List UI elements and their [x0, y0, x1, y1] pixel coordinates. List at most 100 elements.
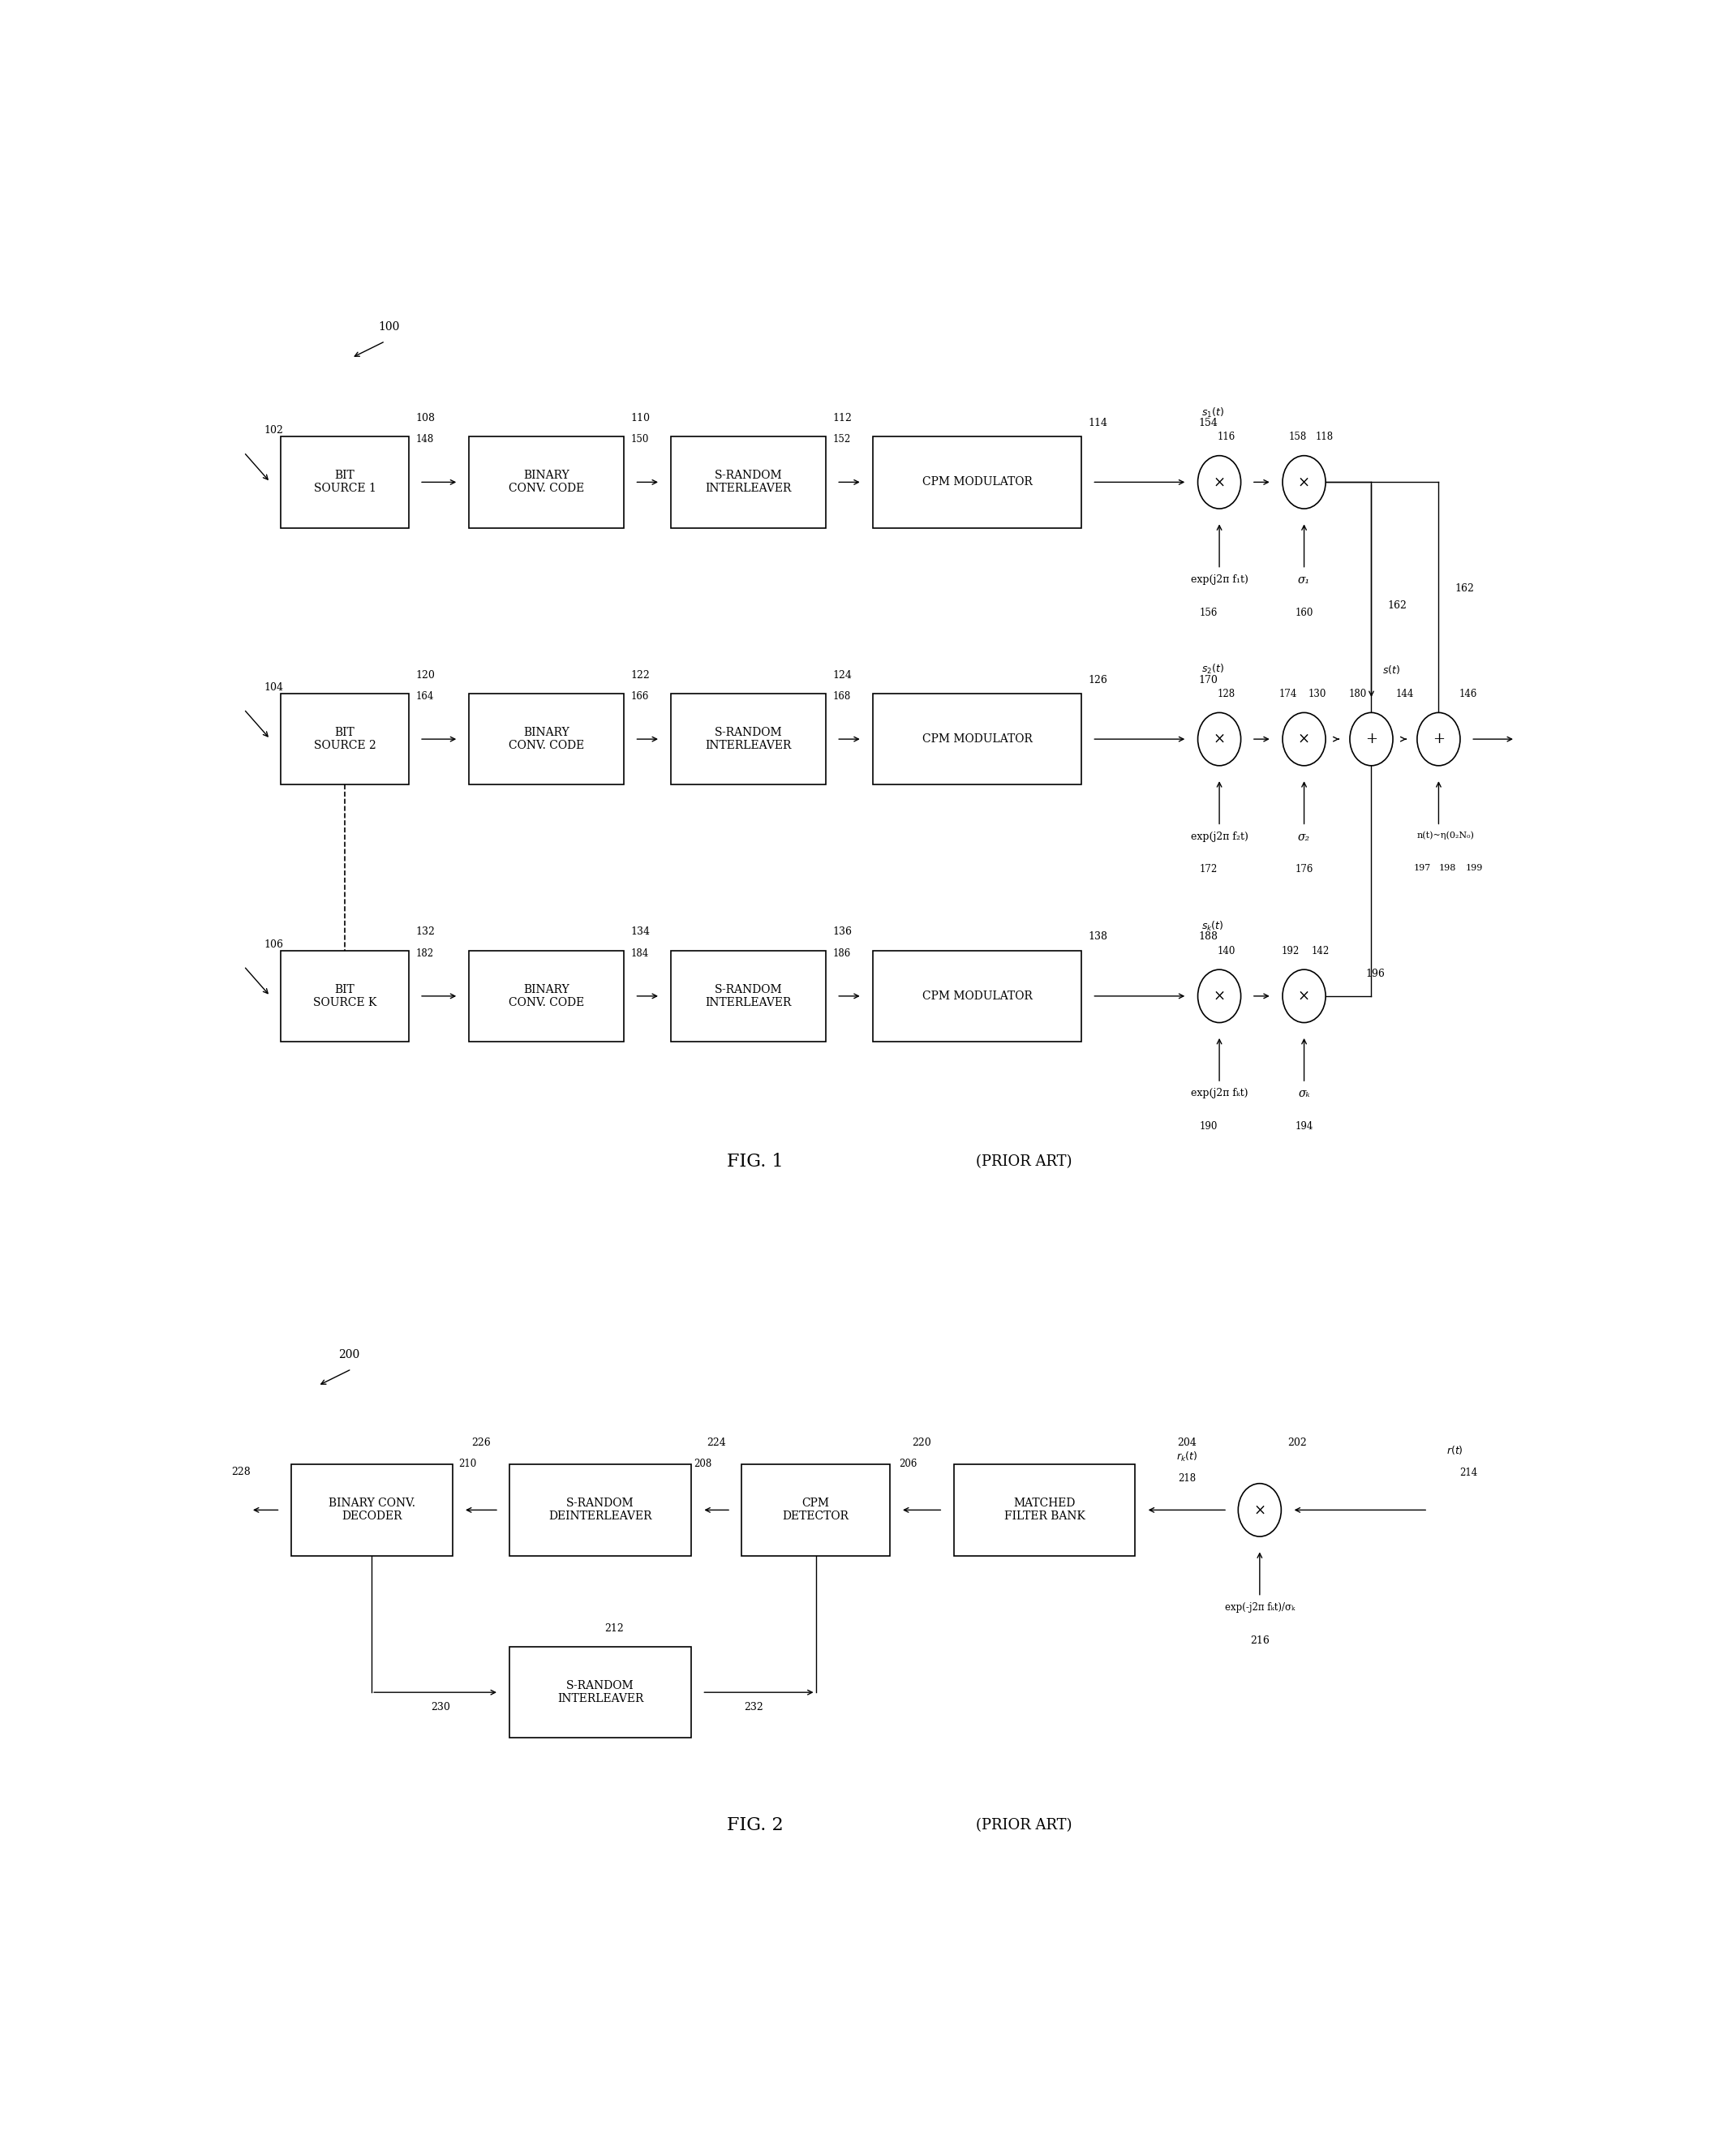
Text: $s_k(t)$: $s_k(t)$ [1201, 919, 1224, 932]
Text: 112: 112 [833, 413, 852, 424]
Text: FIG. 2: FIG. 2 [727, 1817, 783, 1834]
FancyBboxPatch shape [672, 437, 826, 527]
Text: $s_1(t)$: $s_1(t)$ [1201, 407, 1224, 420]
Text: σ₂: σ₂ [1299, 831, 1311, 842]
Text: BINARY CONV.
DECODER: BINARY CONV. DECODER [328, 1498, 415, 1522]
Circle shape [1283, 969, 1326, 1023]
Text: 106: 106 [264, 939, 283, 949]
Text: 102: 102 [264, 424, 283, 435]
Text: 118: 118 [1316, 433, 1333, 441]
Text: +: + [1364, 732, 1377, 747]
Text: 168: 168 [833, 691, 851, 702]
Text: BIT
SOURCE 2: BIT SOURCE 2 [314, 728, 377, 751]
Text: 108: 108 [415, 413, 436, 424]
Text: CPM MODULATOR: CPM MODULATOR [922, 476, 1033, 489]
Text: (PRIOR ART): (PRIOR ART) [976, 1817, 1073, 1832]
FancyBboxPatch shape [953, 1464, 1135, 1557]
FancyBboxPatch shape [281, 693, 408, 784]
FancyBboxPatch shape [281, 949, 408, 1042]
Text: S-RANDOM
DEINTERLEAVER: S-RANDOM DEINTERLEAVER [549, 1498, 653, 1522]
Text: 192: 192 [1281, 945, 1300, 956]
Text: 110: 110 [630, 413, 651, 424]
Text: 188: 188 [1200, 932, 1219, 943]
Text: 130: 130 [1309, 689, 1326, 700]
Text: BINARY
CONV. CODE: BINARY CONV. CODE [509, 469, 585, 495]
FancyBboxPatch shape [469, 693, 623, 784]
Text: CPM MODULATOR: CPM MODULATOR [922, 734, 1033, 745]
FancyBboxPatch shape [510, 1647, 691, 1737]
Text: 140: 140 [1217, 945, 1234, 956]
Text: 142: 142 [1311, 945, 1330, 956]
Text: 100: 100 [378, 321, 399, 334]
Text: $r(t)$: $r(t)$ [1446, 1445, 1463, 1455]
Text: 216: 216 [1250, 1634, 1269, 1645]
Text: σₖ: σₖ [1299, 1087, 1311, 1100]
Text: 204: 204 [1177, 1438, 1196, 1447]
Text: 172: 172 [1200, 863, 1217, 874]
Text: S-RANDOM
INTERLEAVER: S-RANDOM INTERLEAVER [557, 1679, 644, 1705]
Circle shape [1351, 713, 1392, 766]
FancyBboxPatch shape [469, 949, 623, 1042]
Text: 116: 116 [1217, 433, 1234, 441]
Text: 226: 226 [472, 1438, 491, 1447]
Circle shape [1417, 713, 1460, 766]
Circle shape [1238, 1483, 1281, 1537]
Text: (PRIOR ART): (PRIOR ART) [976, 1154, 1073, 1169]
Text: 170: 170 [1200, 674, 1219, 685]
FancyBboxPatch shape [672, 949, 826, 1042]
Text: exp(j2π f₁t): exp(j2π f₁t) [1191, 575, 1248, 586]
Text: 206: 206 [899, 1460, 917, 1468]
Text: 144: 144 [1396, 689, 1415, 700]
Text: σ₁: σ₁ [1299, 575, 1311, 586]
Text: ×: × [1299, 476, 1311, 489]
Circle shape [1198, 969, 1241, 1023]
Text: BIT
SOURCE K: BIT SOURCE K [312, 984, 377, 1008]
Text: 158: 158 [1288, 433, 1307, 441]
Text: exp(j2π fₖt): exp(j2π fₖt) [1191, 1087, 1248, 1098]
Text: CPM MODULATOR: CPM MODULATOR [922, 990, 1033, 1001]
Text: ×: × [1253, 1503, 1266, 1518]
Text: 199: 199 [1465, 863, 1483, 872]
Text: 197: 197 [1413, 863, 1430, 872]
Text: ×: × [1213, 732, 1226, 747]
Text: FIG. 1: FIG. 1 [727, 1154, 783, 1171]
Circle shape [1283, 456, 1326, 508]
Text: 210: 210 [458, 1460, 477, 1468]
Text: exp(-j2π fₖt)/σₖ: exp(-j2π fₖt)/σₖ [1224, 1602, 1295, 1613]
FancyBboxPatch shape [292, 1464, 453, 1557]
Text: 218: 218 [1177, 1473, 1196, 1483]
FancyBboxPatch shape [873, 437, 1082, 527]
Circle shape [1198, 456, 1241, 508]
Text: 138: 138 [1088, 932, 1108, 943]
Text: exp(j2π f₂t): exp(j2π f₂t) [1191, 831, 1248, 842]
Text: 182: 182 [415, 947, 434, 958]
FancyBboxPatch shape [672, 693, 826, 784]
Text: ×: × [1299, 732, 1311, 747]
Text: 146: 146 [1460, 689, 1477, 700]
Text: S-RANDOM
INTERLEAVER: S-RANDOM INTERLEAVER [705, 469, 792, 495]
Text: 114: 114 [1088, 418, 1108, 428]
Text: 224: 224 [707, 1438, 726, 1447]
Text: 104: 104 [264, 683, 283, 693]
Text: 208: 208 [694, 1460, 712, 1468]
Text: 132: 132 [415, 926, 434, 937]
Text: BINARY
CONV. CODE: BINARY CONV. CODE [509, 984, 585, 1008]
Text: CPM
DETECTOR: CPM DETECTOR [783, 1498, 849, 1522]
Text: 214: 214 [1460, 1466, 1477, 1477]
Text: 194: 194 [1295, 1122, 1312, 1132]
Text: ×: × [1213, 988, 1226, 1003]
FancyBboxPatch shape [741, 1464, 891, 1557]
Circle shape [1198, 713, 1241, 766]
Text: 134: 134 [630, 926, 651, 937]
Text: 120: 120 [415, 670, 434, 680]
Text: ×: × [1213, 476, 1226, 489]
Text: $s(t)$: $s(t)$ [1382, 663, 1401, 676]
Text: 202: 202 [1288, 1438, 1307, 1447]
Text: 152: 152 [833, 435, 851, 446]
Text: $r_k(t)$: $r_k(t)$ [1175, 1451, 1198, 1464]
Text: ×: × [1299, 988, 1311, 1003]
FancyBboxPatch shape [469, 437, 623, 527]
Text: S-RANDOM
INTERLEAVER: S-RANDOM INTERLEAVER [705, 728, 792, 751]
Text: BIT
SOURCE 1: BIT SOURCE 1 [314, 469, 377, 495]
Text: 166: 166 [630, 691, 649, 702]
